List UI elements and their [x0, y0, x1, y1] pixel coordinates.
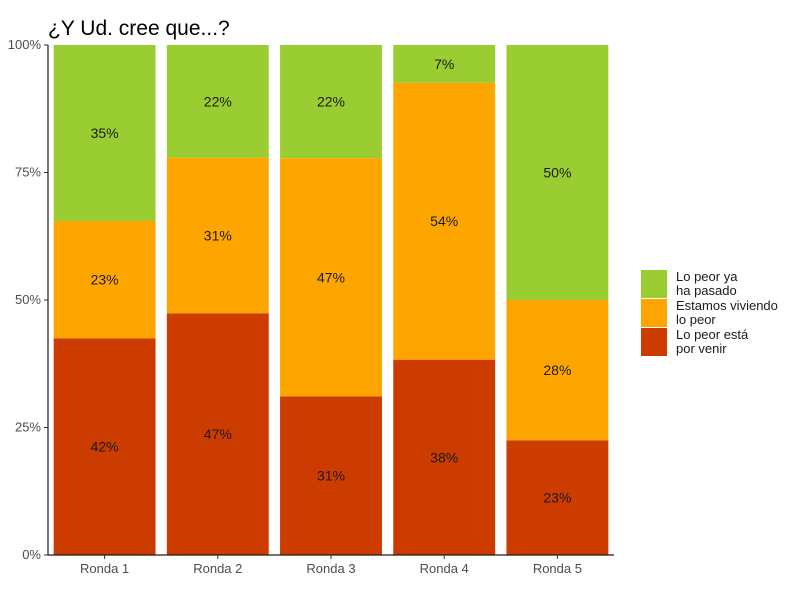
bar-segment [166, 157, 269, 314]
bar-segment [53, 220, 156, 339]
y-tick-label: 100% [8, 37, 42, 52]
bar-value-label: 50% [543, 165, 571, 181]
bar-segment [166, 45, 269, 158]
bars [53, 45, 609, 555]
bar-value-label: 35% [91, 125, 119, 141]
bar-segment [166, 313, 269, 555]
bar-value-label: 7% [434, 56, 454, 72]
y-tick-label: 75% [15, 165, 41, 180]
legend-label: Lo peor está por venir [676, 327, 749, 356]
legend-label-line: Estamos viviendo [676, 298, 778, 313]
legend-label-line: ha pasado [676, 283, 737, 298]
bar-value-label: 54% [430, 213, 458, 229]
bar-value-label: 28% [543, 362, 571, 378]
legend-label: Estamos viviendo lo peor [676, 298, 778, 327]
legend-key [641, 299, 667, 327]
y-axis-ticks: 0% 25% 50% 75% 100% [8, 37, 48, 562]
legend-label-line: Lo peor ya [676, 269, 738, 284]
bar-segment [280, 396, 382, 555]
y-tick-label: 50% [15, 292, 41, 307]
bar-value-label: 38% [430, 449, 458, 465]
bar-segment [506, 440, 609, 555]
bar-segment [393, 359, 496, 555]
legend-key [641, 270, 667, 298]
bar-value-label: 23% [91, 272, 119, 288]
bar-value-label: 31% [204, 227, 232, 243]
x-tick-label: Ronda 1 [80, 561, 129, 576]
legend-label-line: Lo peor está [676, 327, 749, 342]
bar-segment [506, 300, 609, 441]
bar-value-label: 22% [204, 93, 232, 109]
bar-segment [280, 45, 382, 159]
bar-segment [53, 338, 156, 555]
bar-segment [393, 45, 496, 83]
bar-value-label: 23% [543, 490, 571, 506]
legend-label-line: lo peor [676, 312, 716, 327]
y-tick-label: 0% [22, 547, 41, 562]
x-tick-label: Ronda 2 [193, 561, 242, 576]
x-tick-label: Ronda 5 [533, 561, 582, 576]
bar-value-label: 47% [204, 426, 232, 442]
x-tick-label: Ronda 3 [306, 561, 355, 576]
bar-segment [393, 82, 496, 360]
legend-label-line: por venir [676, 341, 727, 356]
bar-value-label: 42% [91, 439, 119, 455]
bar-value-label: 22% [317, 94, 345, 110]
y-tick-label: 25% [15, 420, 41, 435]
x-axis-ticks: Ronda 1 Ronda 2 Ronda 3 Ronda 4 Ronda 5 [80, 555, 582, 576]
bar-labels: 42% 23% 35% 47% 31% 22% 31% 47% 22% 38% 54% 7% 23% 28… [91, 56, 572, 506]
legend-label: Lo peor ya ha pasado [676, 269, 738, 298]
legend-key [641, 328, 667, 356]
chart-title: ¿Y Ud. cree que...? [48, 17, 230, 40]
bar-value-label: 31% [317, 468, 345, 484]
bar-segment [280, 158, 382, 397]
bar-value-label: 47% [317, 269, 345, 285]
bar-segment [53, 45, 156, 221]
bar-segment [506, 45, 609, 300]
x-tick-label: Ronda 4 [420, 561, 469, 576]
